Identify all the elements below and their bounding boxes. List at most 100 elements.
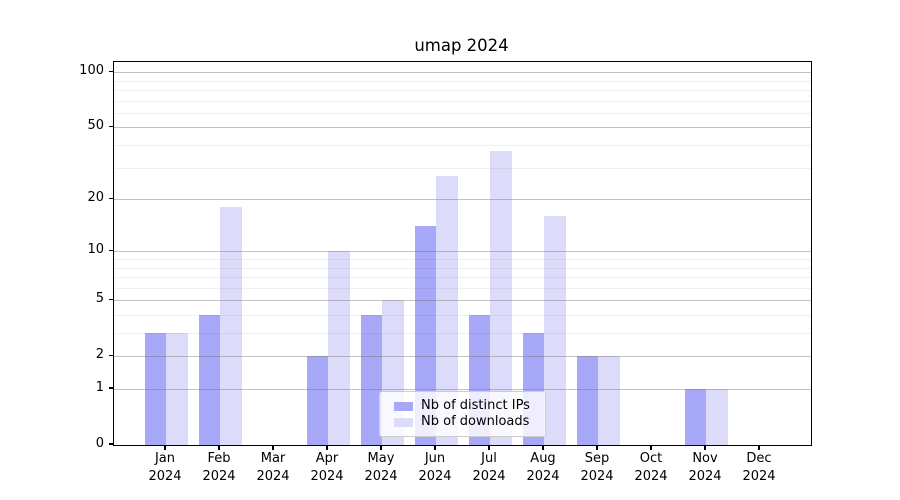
gridline-major-100 bbox=[114, 72, 811, 74]
y-tick-mark bbox=[108, 354, 113, 356]
x-tick-mark bbox=[218, 445, 220, 450]
gridline-major-50 bbox=[114, 127, 811, 129]
legend-entry-downloads: Nb of downloads bbox=[394, 414, 537, 430]
gridline-minor-6 bbox=[114, 287, 811, 289]
x-tick-month: Oct bbox=[639, 451, 663, 466]
legend-entry-distinct-ips: Nb of distinct IPs bbox=[394, 398, 537, 414]
x-tick-mark bbox=[488, 445, 490, 450]
bar-jun-downloads bbox=[436, 175, 458, 445]
x-tick-label-oct: Oct 2024 bbox=[621, 450, 681, 485]
x-tick-label-sep: Sep 2024 bbox=[567, 450, 627, 485]
bar-may-distinct-ips bbox=[360, 315, 382, 445]
y-tick-label-20: 20 bbox=[87, 190, 104, 206]
x-tick-mark bbox=[272, 445, 274, 450]
gridline-major-20 bbox=[114, 199, 811, 201]
x-tick-year: 2024 bbox=[256, 468, 290, 484]
plot-area: Nb of distinct IPs Nb of downloads bbox=[113, 61, 812, 446]
gridline-minor-90 bbox=[114, 80, 811, 82]
x-tick-month: Jul bbox=[481, 451, 497, 466]
legend-swatch-distinct-ips bbox=[394, 401, 413, 411]
bar-apr-distinct-ips bbox=[306, 356, 328, 445]
y-tick-label-10: 10 bbox=[87, 242, 104, 258]
bar-jun-distinct-ips bbox=[414, 226, 436, 445]
y-tick-mark bbox=[108, 197, 113, 199]
x-tick-year: 2024 bbox=[310, 468, 344, 484]
y-tick-label-2: 2 bbox=[95, 347, 104, 363]
x-tick-year: 2024 bbox=[742, 468, 776, 484]
x-tick-year: 2024 bbox=[580, 468, 614, 484]
y-tick-label-0: 0 bbox=[95, 436, 104, 451]
gridline-minor-7 bbox=[114, 277, 811, 278]
bar-aug-downloads bbox=[544, 216, 566, 445]
bar-nov-distinct-ips bbox=[684, 389, 706, 445]
x-tick-mark bbox=[542, 445, 544, 450]
x-tick-month: Jan bbox=[154, 451, 176, 466]
y-tick-mark bbox=[108, 70, 113, 72]
x-tick-year: 2024 bbox=[688, 468, 722, 484]
bar-sep-downloads bbox=[598, 356, 620, 445]
legend-swatch-downloads bbox=[394, 417, 413, 427]
x-tick-label-nov: Nov 2024 bbox=[675, 450, 735, 485]
x-tick-year: 2024 bbox=[418, 468, 452, 484]
x-tick-label-jun: Jun 2024 bbox=[405, 450, 465, 485]
x-tick-label-jan: Jan 2024 bbox=[135, 450, 195, 485]
gridline-major-10 bbox=[114, 251, 811, 253]
gridline-minor-40 bbox=[114, 145, 811, 146]
bar-feb-distinct-ips bbox=[198, 315, 220, 445]
legend-label-distinct-ips: Nb of distinct IPs bbox=[421, 398, 530, 413]
y-tick-mark bbox=[108, 387, 113, 389]
bar-jul-downloads bbox=[490, 151, 512, 445]
y-tick-label-5: 5 bbox=[95, 291, 104, 307]
gridline-major-5 bbox=[114, 300, 811, 302]
x-tick-mark bbox=[704, 445, 706, 450]
legend-label-downloads: Nb of downloads bbox=[421, 414, 530, 429]
y-tick-label-1: 1 bbox=[95, 380, 104, 395]
y-tick-mark bbox=[108, 249, 113, 251]
x-axis: Jan 2024 Feb 2024 Mar 2024 Apr 2024 May 2024 Jun 20… bbox=[113, 450, 810, 490]
x-tick-year: 2024 bbox=[526, 468, 560, 484]
x-tick-year: 2024 bbox=[634, 468, 668, 484]
x-tick-mark bbox=[596, 445, 598, 450]
chart-title: umap 2024 bbox=[414, 36, 509, 55]
y-tick-label-100: 100 bbox=[79, 63, 104, 79]
gridline-minor-9 bbox=[114, 259, 811, 260]
x-tick-label-jul: Jul 2024 bbox=[459, 450, 519, 485]
x-tick-label-may: May 2024 bbox=[351, 450, 411, 485]
x-tick-mark bbox=[164, 445, 166, 450]
gridline-minor-8 bbox=[114, 267, 811, 269]
gridline-minor-80 bbox=[114, 90, 811, 91]
bar-nov-downloads bbox=[706, 389, 728, 445]
x-tick-month: Mar bbox=[260, 451, 286, 466]
x-tick-month: Sep bbox=[584, 451, 610, 466]
x-tick-mark bbox=[758, 445, 760, 450]
x-tick-month: Feb bbox=[207, 451, 231, 466]
bar-jan-distinct-ips bbox=[144, 333, 166, 445]
x-tick-month: May bbox=[367, 451, 395, 466]
x-tick-mark bbox=[326, 445, 328, 450]
x-tick-year: 2024 bbox=[364, 468, 398, 484]
x-tick-label-aug: Aug 2024 bbox=[513, 450, 573, 485]
x-tick-label-feb: Feb 2024 bbox=[189, 450, 249, 485]
x-tick-month: Jun bbox=[424, 451, 446, 466]
x-tick-month: Apr bbox=[315, 451, 339, 466]
x-tick-month: Aug bbox=[530, 451, 556, 466]
x-tick-label-apr: Apr 2024 bbox=[297, 450, 357, 485]
gridline-minor-30 bbox=[114, 167, 811, 169]
gridline-minor-60 bbox=[114, 112, 811, 114]
bar-feb-downloads bbox=[220, 207, 242, 445]
gridline-minor-70 bbox=[114, 100, 811, 102]
y-tick-mark bbox=[108, 125, 113, 127]
x-tick-year: 2024 bbox=[148, 468, 182, 484]
y-tick-mark bbox=[108, 298, 113, 300]
x-tick-month: Dec bbox=[746, 451, 772, 466]
bar-apr-downloads bbox=[328, 251, 350, 445]
x-tick-label-dec: Dec 2024 bbox=[729, 450, 789, 485]
x-tick-mark bbox=[650, 445, 652, 450]
y-tick-label-50: 50 bbox=[87, 118, 104, 134]
bar-jan-downloads bbox=[166, 333, 188, 445]
x-tick-mark bbox=[380, 445, 382, 450]
y-tick-mark bbox=[108, 443, 113, 445]
x-tick-year: 2024 bbox=[202, 468, 236, 484]
x-tick-month: Nov bbox=[692, 451, 718, 466]
